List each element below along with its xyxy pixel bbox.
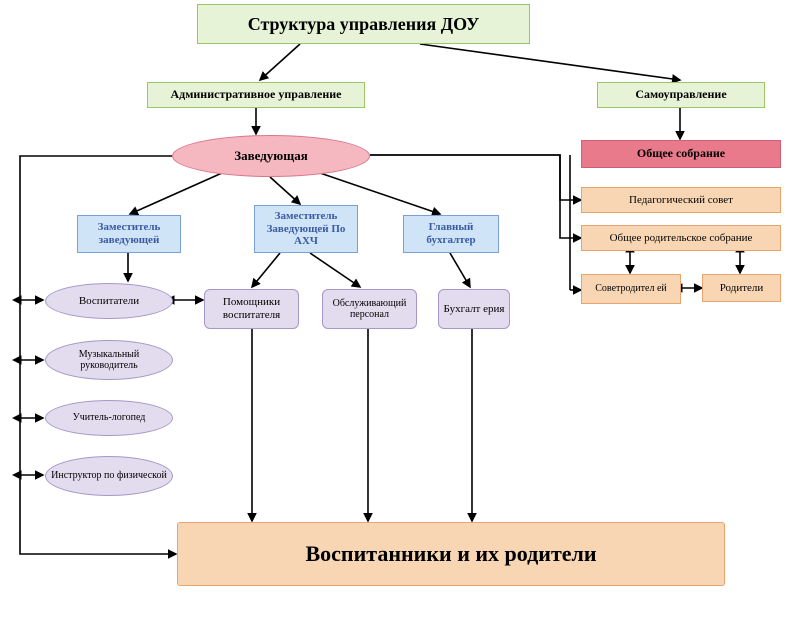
edge bbox=[370, 155, 581, 200]
node-label-e3: Учитель-логопед bbox=[73, 412, 146, 424]
node-label-e2: Музыкальный руководитель bbox=[50, 349, 168, 372]
node-label-e1: Воспитатели bbox=[79, 295, 139, 308]
node-ped: Педагогический совет bbox=[581, 187, 781, 213]
node-dep2: Заместитель Заведующей По АХЧ bbox=[254, 205, 358, 253]
node-label-title: Структура управления ДОУ bbox=[248, 14, 480, 35]
node-e3: Учитель-логопед bbox=[45, 400, 173, 436]
node-label-acct: Бухгалт ерия bbox=[444, 303, 505, 316]
node-label-dep2: Заместитель Заведующей По АХЧ bbox=[259, 210, 353, 248]
node-label-bottom: Воспитанники и их родители bbox=[305, 541, 596, 566]
node-label-council: Советродител ей bbox=[595, 283, 667, 295]
node-label-dep1: Заместитель заведующей bbox=[82, 221, 176, 246]
node-e2: Музыкальный руководитель bbox=[45, 340, 173, 380]
node-parents: Родители bbox=[702, 274, 781, 302]
node-acct: Бухгалт ерия bbox=[438, 289, 510, 329]
edge bbox=[260, 44, 300, 80]
node-admin: Административное управление bbox=[147, 82, 365, 108]
node-dep3: Главный бухгалтер bbox=[403, 215, 499, 253]
edge bbox=[252, 253, 280, 287]
node-dep1: Заместитель заведующей bbox=[77, 215, 181, 253]
node-label-meeting: Общее собрание bbox=[637, 147, 725, 161]
node-self: Самоуправление bbox=[597, 82, 765, 108]
node-e1: Воспитатели bbox=[45, 283, 173, 319]
node-label-dep3: Главный бухгалтер bbox=[408, 221, 494, 246]
node-council: Советродител ей bbox=[581, 274, 681, 304]
node-label-help: Помощники воспитателя bbox=[209, 296, 294, 321]
node-head: Заведующая bbox=[172, 135, 370, 177]
edge bbox=[130, 173, 222, 214]
node-label-head: Заведующая bbox=[234, 149, 308, 164]
edge bbox=[270, 177, 300, 204]
node-label-admin: Административное управление bbox=[170, 88, 341, 102]
node-serv: Обслуживающий персонал bbox=[322, 289, 417, 329]
edge bbox=[310, 253, 360, 287]
edge bbox=[450, 253, 470, 287]
node-label-parmeet: Общее родительское собрание bbox=[610, 232, 753, 245]
node-label-ped: Педагогический совет bbox=[629, 194, 733, 207]
node-parmeet: Общее родительское собрание bbox=[581, 225, 781, 251]
node-title: Структура управления ДОУ bbox=[197, 4, 530, 44]
node-label-serv: Обслуживающий персонал bbox=[327, 298, 412, 321]
node-meeting: Общее собрание bbox=[581, 140, 781, 168]
node-label-self: Самоуправление bbox=[635, 88, 726, 102]
node-label-parents: Родители bbox=[720, 282, 764, 295]
node-label-e4: Инструктор по физической bbox=[51, 470, 167, 482]
edge bbox=[420, 44, 680, 80]
node-e4: Инструктор по физической bbox=[45, 456, 173, 496]
node-bottom: Воспитанники и их родители bbox=[177, 522, 725, 586]
node-help: Помощники воспитателя bbox=[204, 289, 299, 329]
